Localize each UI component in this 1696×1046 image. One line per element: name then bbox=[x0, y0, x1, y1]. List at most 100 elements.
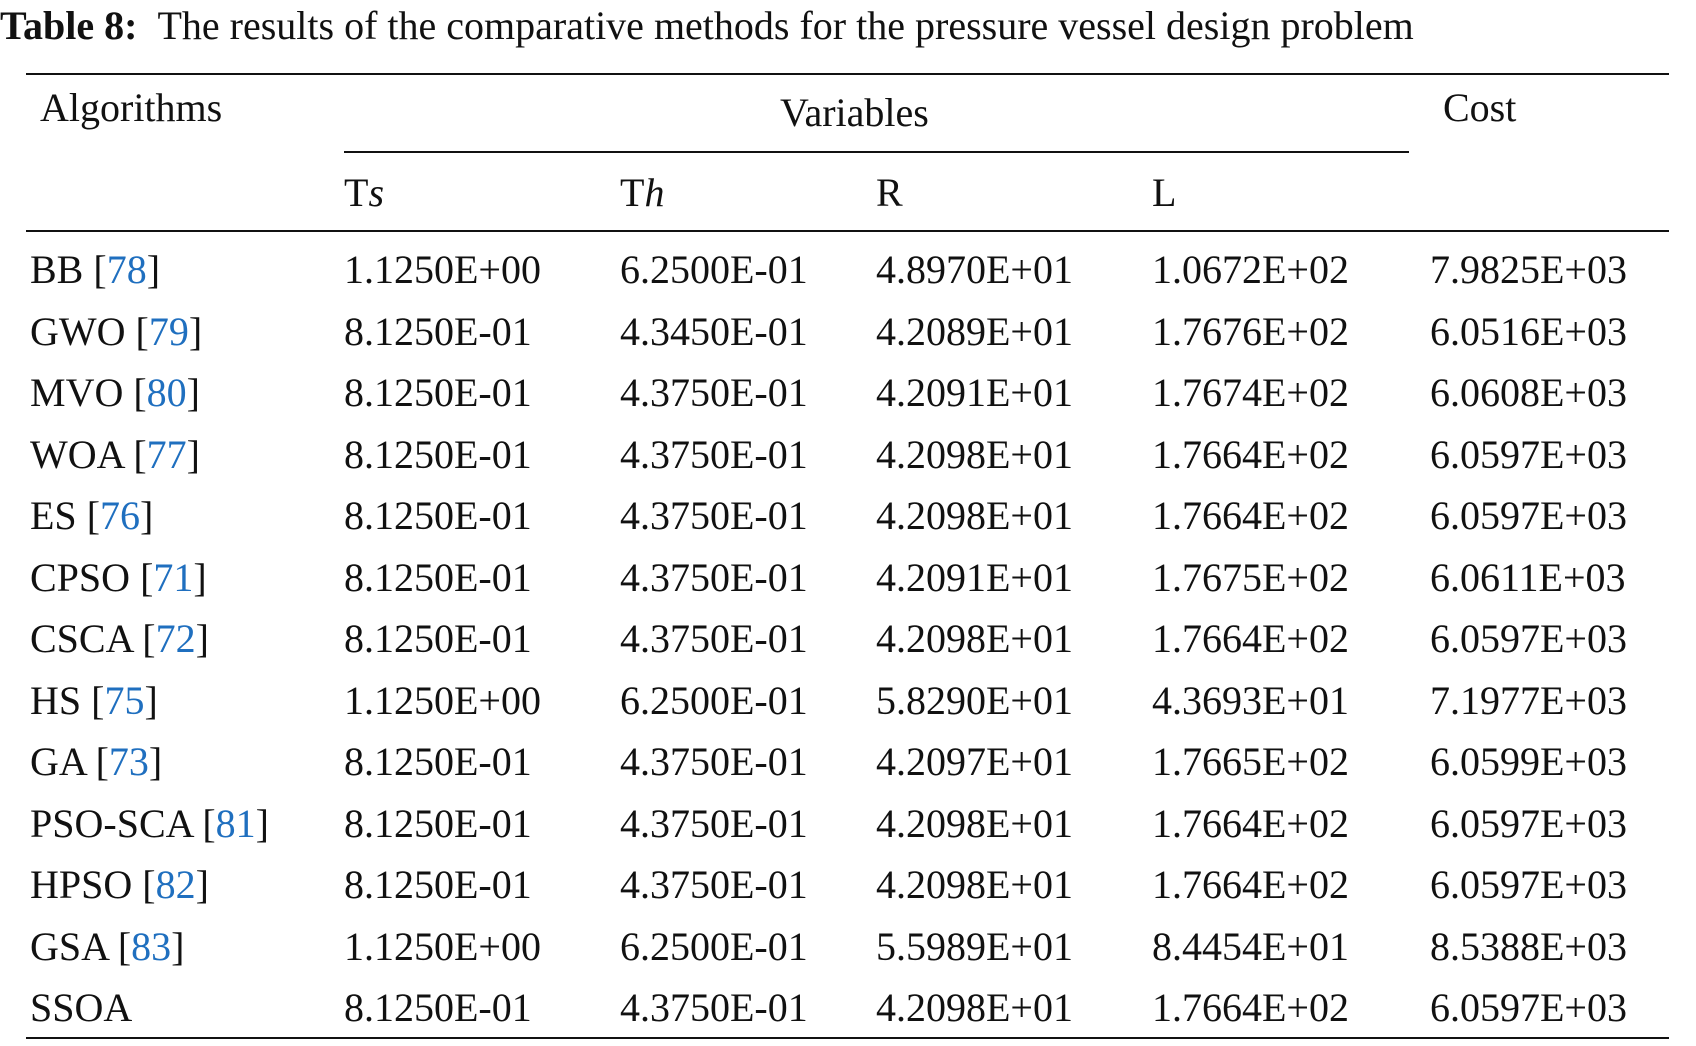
algorithm-cell: MVO [80] bbox=[30, 373, 200, 413]
value-cell: 6.0597E+03 bbox=[1430, 431, 1627, 477]
value-cell: 7.9825E+03 bbox=[1430, 247, 1627, 292]
reference-bracket: [ bbox=[142, 616, 156, 661]
algorithm: BB bbox=[30, 247, 84, 292]
value-cell: 4.3750E-01 bbox=[620, 862, 808, 907]
reference-bracket: ] bbox=[140, 493, 154, 538]
value-cell: 8.1250E-01 bbox=[344, 862, 532, 907]
value-cell: 8.1250E-01 bbox=[344, 985, 532, 1030]
value-cell: 6.0597E+03 bbox=[1430, 862, 1627, 907]
reference-link: 80 bbox=[146, 370, 187, 415]
algorithm-cell: WOA [77] bbox=[30, 431, 200, 477]
reference-link: 73 bbox=[108, 739, 149, 784]
reference-bracket: [ bbox=[86, 493, 101, 538]
reference-bracket: ] bbox=[186, 370, 200, 415]
reference-bracket: [ bbox=[93, 247, 107, 292]
value-cell: 4.3750E-01 bbox=[620, 985, 808, 1030]
reference-link: 75 bbox=[104, 677, 145, 723]
reference-link: 77 bbox=[146, 431, 187, 477]
algorithm: ES bbox=[30, 493, 77, 538]
subheader: L bbox=[1152, 173, 1176, 213]
value-cell: 4.2091E+01 bbox=[876, 554, 1073, 600]
value-cell: 8.1250E-01 bbox=[344, 308, 532, 354]
algorithm-cell: CSCA [72] bbox=[30, 619, 209, 659]
value-cell: 4.3693E+01 bbox=[1152, 677, 1349, 723]
value-cell: 1.7664E+02 bbox=[1152, 985, 1349, 1030]
algorithm-cell: BB [78] bbox=[30, 250, 160, 290]
reference-bracket: ] bbox=[255, 800, 269, 846]
top-rule bbox=[26, 73, 1669, 75]
value-cell: 4.3750E-01 bbox=[620, 431, 808, 477]
value-cell: 1.7674E+02 bbox=[1152, 370, 1349, 415]
value-cell: 1.1250E+00 bbox=[344, 677, 541, 723]
reference-bracket: ] bbox=[193, 554, 207, 600]
reference-bracket: [ bbox=[142, 862, 156, 907]
mid-rule bbox=[26, 230, 1669, 232]
reference-bracket: [ bbox=[133, 370, 147, 415]
algorithm-cell: HPSO [82] bbox=[30, 865, 209, 905]
bottom-rule bbox=[26, 1037, 1669, 1039]
reference-bracket: ] bbox=[146, 247, 161, 292]
algorithm: CSCA bbox=[30, 616, 133, 661]
value-cell: 6.2500E-01 bbox=[620, 247, 808, 292]
algorithm-cell: PSO-SCA [81] bbox=[30, 800, 269, 846]
value-cell: 4.3750E-01 bbox=[620, 493, 808, 538]
reference-bracket: [ bbox=[135, 308, 149, 354]
value-cell: 4.2098E+01 bbox=[876, 616, 1073, 661]
reference-link: 72 bbox=[155, 616, 196, 661]
value-cell: 8.1250E-01 bbox=[344, 800, 532, 846]
algorithm: MVO bbox=[30, 370, 124, 415]
reference-link: 71 bbox=[153, 554, 194, 600]
value-cell: 8.1250E-01 bbox=[344, 554, 532, 600]
value-cell: 6.0611E+03 bbox=[1430, 554, 1626, 600]
algorithm-cell: GWO [79] bbox=[30, 308, 202, 354]
value-cell: 6.0597E+03 bbox=[1430, 800, 1627, 846]
value-cell: 4.3750E-01 bbox=[620, 616, 808, 661]
subheader-text: R bbox=[876, 170, 903, 215]
reference-link: 78 bbox=[106, 247, 147, 292]
value-cell: 4.3750E-01 bbox=[620, 800, 808, 846]
algorithm: HPSO bbox=[30, 862, 133, 907]
subheader-text: T bbox=[620, 170, 645, 215]
value-cell: 1.7665E+02 bbox=[1152, 739, 1349, 784]
value-cell: 4.2098E+01 bbox=[876, 800, 1073, 846]
value-cell: 1.7664E+02 bbox=[1152, 800, 1349, 846]
value-cell: 4.2097E+01 bbox=[876, 739, 1073, 784]
subheader-text: L bbox=[1152, 170, 1177, 215]
reference-link: 83 bbox=[131, 923, 172, 969]
algorithm: GWO bbox=[30, 308, 126, 354]
value-cell: 4.2098E+01 bbox=[876, 493, 1073, 538]
value-cell: 4.2098E+01 bbox=[876, 431, 1073, 477]
header: Variables bbox=[780, 90, 929, 135]
subheader: Th bbox=[620, 173, 664, 213]
subheader: R bbox=[876, 173, 903, 213]
value-cell: 4.3750E-01 bbox=[620, 554, 808, 600]
header: Cost bbox=[1443, 85, 1517, 130]
algorithm-cell: ES [76] bbox=[30, 496, 153, 536]
algorithm: HS bbox=[30, 677, 82, 723]
value-cell: 4.3750E-01 bbox=[620, 739, 808, 784]
reference-bracket: ] bbox=[171, 923, 185, 969]
reference-bracket: [ bbox=[140, 554, 154, 600]
caption: Table 8: The results of the comparative … bbox=[0, 6, 1414, 46]
value-cell: 6.0599E+03 bbox=[1430, 739, 1627, 784]
value-cell: 5.5989E+01 bbox=[876, 923, 1073, 969]
algorithm: GSA bbox=[30, 923, 108, 969]
algorithm: GA bbox=[30, 739, 86, 784]
value-cell: 5.8290E+01 bbox=[876, 677, 1073, 723]
header: Algorithms bbox=[40, 85, 223, 130]
variables-rule bbox=[344, 151, 1409, 153]
subheader: Ts bbox=[344, 173, 384, 213]
reference-bracket: [ bbox=[95, 739, 109, 784]
value-cell: 6.0516E+03 bbox=[1430, 308, 1627, 354]
value-cell: 6.2500E-01 bbox=[620, 923, 808, 969]
caption-label: Table 8: bbox=[0, 3, 138, 48]
value-cell: 1.7664E+02 bbox=[1152, 862, 1349, 907]
value-cell: 1.0672E+02 bbox=[1152, 247, 1349, 292]
value-cell: 8.1250E-01 bbox=[344, 493, 532, 538]
reference-bracket: ] bbox=[195, 862, 209, 907]
value-cell: 7.1977E+03 bbox=[1430, 677, 1627, 723]
value-cell: 1.1250E+00 bbox=[344, 247, 541, 292]
value-cell: 6.0597E+03 bbox=[1430, 493, 1627, 538]
value-cell: 1.1250E+00 bbox=[344, 923, 541, 969]
